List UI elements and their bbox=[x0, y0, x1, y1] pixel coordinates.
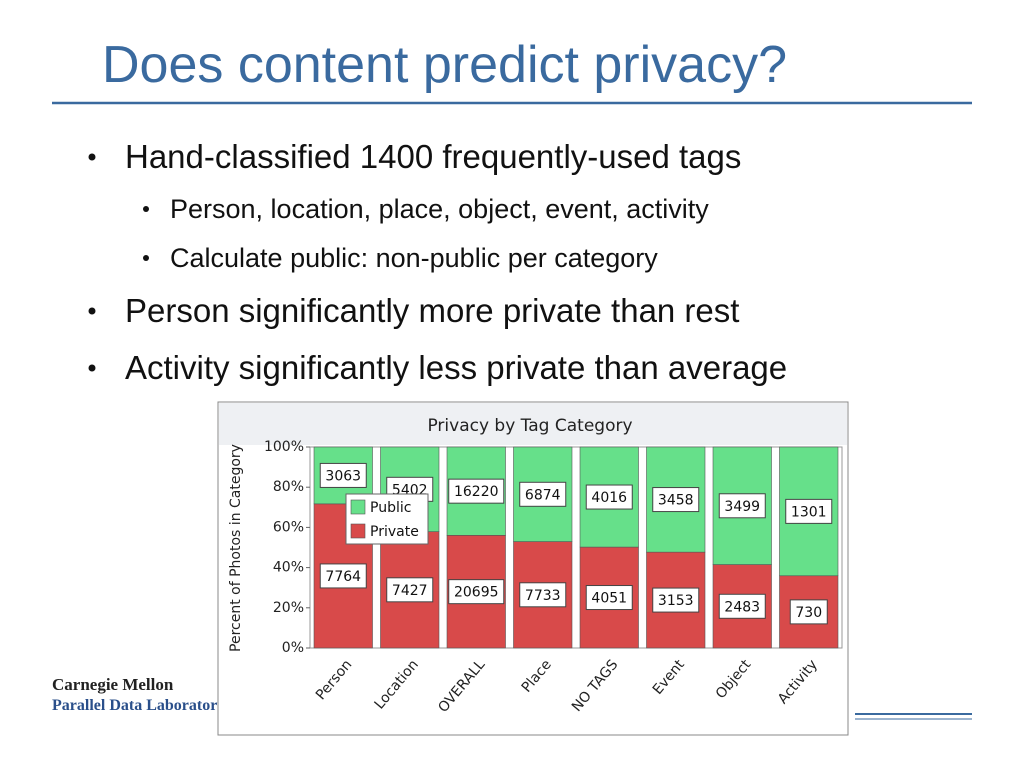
y-tick-label: 80% bbox=[273, 479, 304, 495]
bullet-dot bbox=[88, 307, 96, 315]
data-label-box bbox=[718, 593, 766, 619]
data-label-box bbox=[319, 462, 367, 488]
chart: Privacy by Tag Category Percent of Photo… bbox=[217, 401, 849, 736]
data-label: 7764 bbox=[325, 569, 361, 585]
bullet-dot bbox=[143, 206, 149, 212]
data-label: 6874 bbox=[525, 487, 561, 503]
legend-swatch bbox=[350, 499, 366, 515]
bullet-text: Activity significantly less private than… bbox=[125, 349, 787, 386]
data-label: 2483 bbox=[724, 599, 760, 615]
data-label-box bbox=[319, 563, 367, 589]
data-label-box bbox=[652, 587, 700, 613]
bullet-text: Person significantly more private than r… bbox=[125, 292, 739, 329]
legend-label: Public bbox=[370, 500, 411, 516]
data-label: 3063 bbox=[325, 468, 361, 484]
data-label-box bbox=[448, 579, 505, 605]
bullet-text: Calculate public: non-public per categor… bbox=[170, 243, 658, 273]
data-label-box bbox=[519, 582, 567, 608]
data-label-box bbox=[785, 498, 833, 524]
data-label-box bbox=[585, 484, 633, 510]
data-label: 3499 bbox=[724, 499, 760, 515]
data-label-box bbox=[652, 487, 700, 513]
legend-swatch bbox=[350, 523, 366, 539]
data-label: 20695 bbox=[454, 585, 499, 601]
logo-line: Carnegie Mellon bbox=[52, 675, 174, 694]
data-label-box bbox=[585, 585, 633, 611]
data-label: 4016 bbox=[591, 490, 627, 506]
y-tick-label: 100% bbox=[264, 439, 304, 455]
chart-header bbox=[219, 403, 847, 445]
data-label: 1301 bbox=[791, 504, 827, 520]
bullet-text: Person, location, place, object, event, … bbox=[170, 194, 709, 224]
chart-title: Privacy by Tag Category bbox=[427, 416, 632, 436]
data-label-box bbox=[448, 478, 505, 504]
slide-title: Does content predict privacy? bbox=[102, 36, 787, 94]
y-tick-label: 0% bbox=[282, 640, 304, 656]
y-axis-label: Percent of Photos in Category bbox=[228, 444, 244, 652]
data-label: 4051 bbox=[591, 591, 627, 607]
y-tick-label: 40% bbox=[273, 560, 304, 576]
data-label: 730 bbox=[795, 605, 822, 621]
y-tick-label: 60% bbox=[273, 519, 304, 535]
data-label: 3153 bbox=[658, 593, 694, 609]
y-tick-label: 20% bbox=[273, 600, 304, 616]
bullet-text: Hand-classified 1400 frequently-used tag… bbox=[125, 138, 741, 175]
legend-label: Private bbox=[370, 524, 419, 540]
bullet-dot bbox=[88, 153, 96, 161]
data-label-box bbox=[718, 493, 766, 519]
logo-line: Parallel Data Laboratory bbox=[52, 697, 225, 714]
data-label-box bbox=[386, 577, 434, 603]
bullet-dot bbox=[143, 255, 149, 261]
bullet-list: Hand-classified 1400 frequently-used tag… bbox=[88, 138, 787, 386]
data-label: 3458 bbox=[658, 493, 694, 509]
bullet-dot bbox=[88, 364, 96, 372]
data-label-box bbox=[519, 481, 567, 507]
data-label: 7733 bbox=[525, 588, 561, 604]
data-label-box bbox=[789, 599, 828, 625]
data-label: 16220 bbox=[454, 484, 499, 500]
data-label: 7427 bbox=[392, 583, 428, 599]
